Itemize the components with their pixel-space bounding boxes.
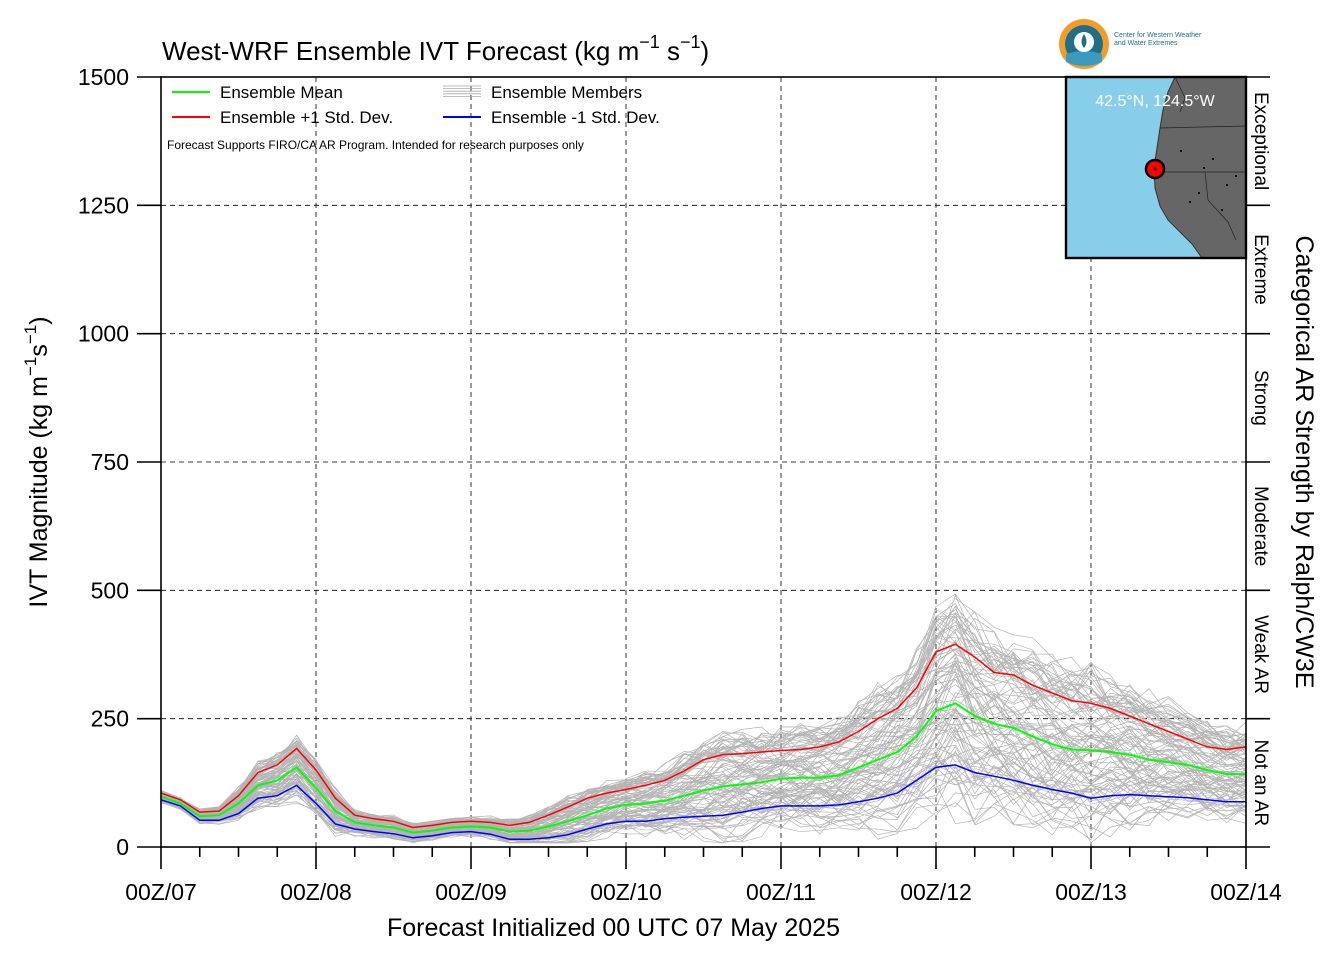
y-tick-label: 1500 bbox=[78, 64, 129, 90]
category-label: Strong bbox=[1250, 370, 1271, 426]
ensemble-member-line bbox=[161, 765, 1246, 844]
ensemble-member-line bbox=[161, 754, 1246, 841]
x-axis-label: Forecast Initialized 00 UTC 07 May 2025 bbox=[387, 914, 840, 942]
y-tick-label: 750 bbox=[91, 449, 129, 475]
ensemble-member-line bbox=[161, 789, 1246, 844]
x-tick-label: 00Z/08 bbox=[280, 879, 352, 905]
ensemble-mean-line bbox=[161, 702, 1246, 834]
ensemble-member-line bbox=[161, 777, 1246, 844]
inset-map-land bbox=[1153, 76, 1247, 259]
ensemble-member-line bbox=[161, 656, 1246, 833]
legend-label: Ensemble -1 Std. Dev. bbox=[491, 108, 660, 127]
logo-line1: Center for Western Weather bbox=[1114, 32, 1202, 39]
category-label: Not an AR bbox=[1250, 740, 1271, 827]
ensemble-member-line bbox=[161, 781, 1246, 844]
y-tick-label: 1000 bbox=[78, 321, 129, 347]
x-tick-label: 00Z/12 bbox=[900, 879, 972, 905]
inset-map-borders bbox=[1157, 76, 1247, 241]
logo-line2: and Water Extremes bbox=[1114, 40, 1178, 47]
y-tick-label: 250 bbox=[91, 706, 129, 732]
ensemble-member-line bbox=[161, 785, 1246, 844]
x-tick-label: 00Z/11 bbox=[746, 879, 816, 905]
ensemble-member-line bbox=[161, 641, 1246, 829]
inset-map-lake bbox=[1198, 192, 1200, 194]
category-label: Moderate bbox=[1250, 486, 1271, 566]
cw3e-logo-icon bbox=[1059, 19, 1109, 69]
x-tick-label: 00Z/13 bbox=[1055, 879, 1127, 905]
x-tick-label: 00Z/14 bbox=[1210, 879, 1282, 905]
ensemble-member-line bbox=[161, 668, 1246, 830]
x-tick-label: 00Z/09 bbox=[435, 879, 507, 905]
chart-title: West-WRF Ensemble IVT Forecast (kg m−1 s… bbox=[162, 32, 709, 66]
inset-map-location-label: 42.5°N, 124.5°W bbox=[1095, 93, 1215, 110]
ensemble-member-line bbox=[161, 746, 1246, 838]
y-tick-label: 500 bbox=[91, 577, 129, 603]
ensemble-member-line bbox=[161, 783, 1246, 844]
ensemble-member-line bbox=[161, 665, 1246, 834]
category-label: Extreme bbox=[1250, 234, 1271, 305]
cw3e-logo: Center for Western Weather and Water Ext… bbox=[1056, 14, 1256, 74]
x-tick-label: 00Z/07 bbox=[125, 879, 197, 905]
inset-map-lake bbox=[1203, 167, 1205, 169]
ensemble-member-line bbox=[161, 648, 1246, 828]
ensemble-member-line bbox=[161, 624, 1246, 828]
inset-map-lake bbox=[1221, 209, 1223, 211]
ensemble-member-line bbox=[161, 699, 1246, 838]
legend-label: Ensemble Mean bbox=[220, 83, 343, 102]
minus-one-std-line bbox=[161, 764, 1246, 841]
ensemble-member-line bbox=[161, 749, 1246, 841]
ensemble-member-line bbox=[161, 615, 1246, 828]
inset-map-lake bbox=[1226, 184, 1228, 186]
y-tick-label: 0 bbox=[116, 834, 129, 860]
ensemble-member-line bbox=[161, 652, 1246, 833]
category-label: Exceptional bbox=[1250, 92, 1271, 190]
x-tick-label: 00Z/10 bbox=[590, 879, 662, 905]
legend-label: Ensemble +1 Std. Dev. bbox=[220, 108, 393, 127]
inset-map-lake bbox=[1212, 158, 1214, 160]
inset-map-frame bbox=[1064, 75, 1248, 260]
ensemble-member-line bbox=[161, 658, 1246, 827]
right-axis-label: Categorical AR Strength by Ralph/CW3E bbox=[1290, 236, 1318, 689]
y-tick-label: 1250 bbox=[78, 192, 129, 218]
plus-one-std-line bbox=[161, 643, 1246, 829]
location-marker-center bbox=[1153, 167, 1157, 171]
ensemble-member-line bbox=[161, 616, 1246, 828]
category-label: Weak AR bbox=[1250, 615, 1271, 694]
ensemble-member-line bbox=[161, 721, 1246, 835]
ensemble-member-line bbox=[161, 706, 1246, 835]
legend-label: Ensemble Members bbox=[491, 83, 642, 102]
inset-map-lake bbox=[1189, 201, 1191, 203]
ensemble-member-line bbox=[161, 667, 1246, 832]
inset-map-lake bbox=[1235, 175, 1237, 177]
research-note: Forecast Supports FIRO/CA AR Program. In… bbox=[167, 138, 584, 152]
inset-map-lake bbox=[1180, 150, 1182, 152]
y-axis-label: IVT Magnitude (kg m−1s−1) bbox=[21, 316, 53, 607]
ensemble-member-line bbox=[161, 636, 1246, 829]
